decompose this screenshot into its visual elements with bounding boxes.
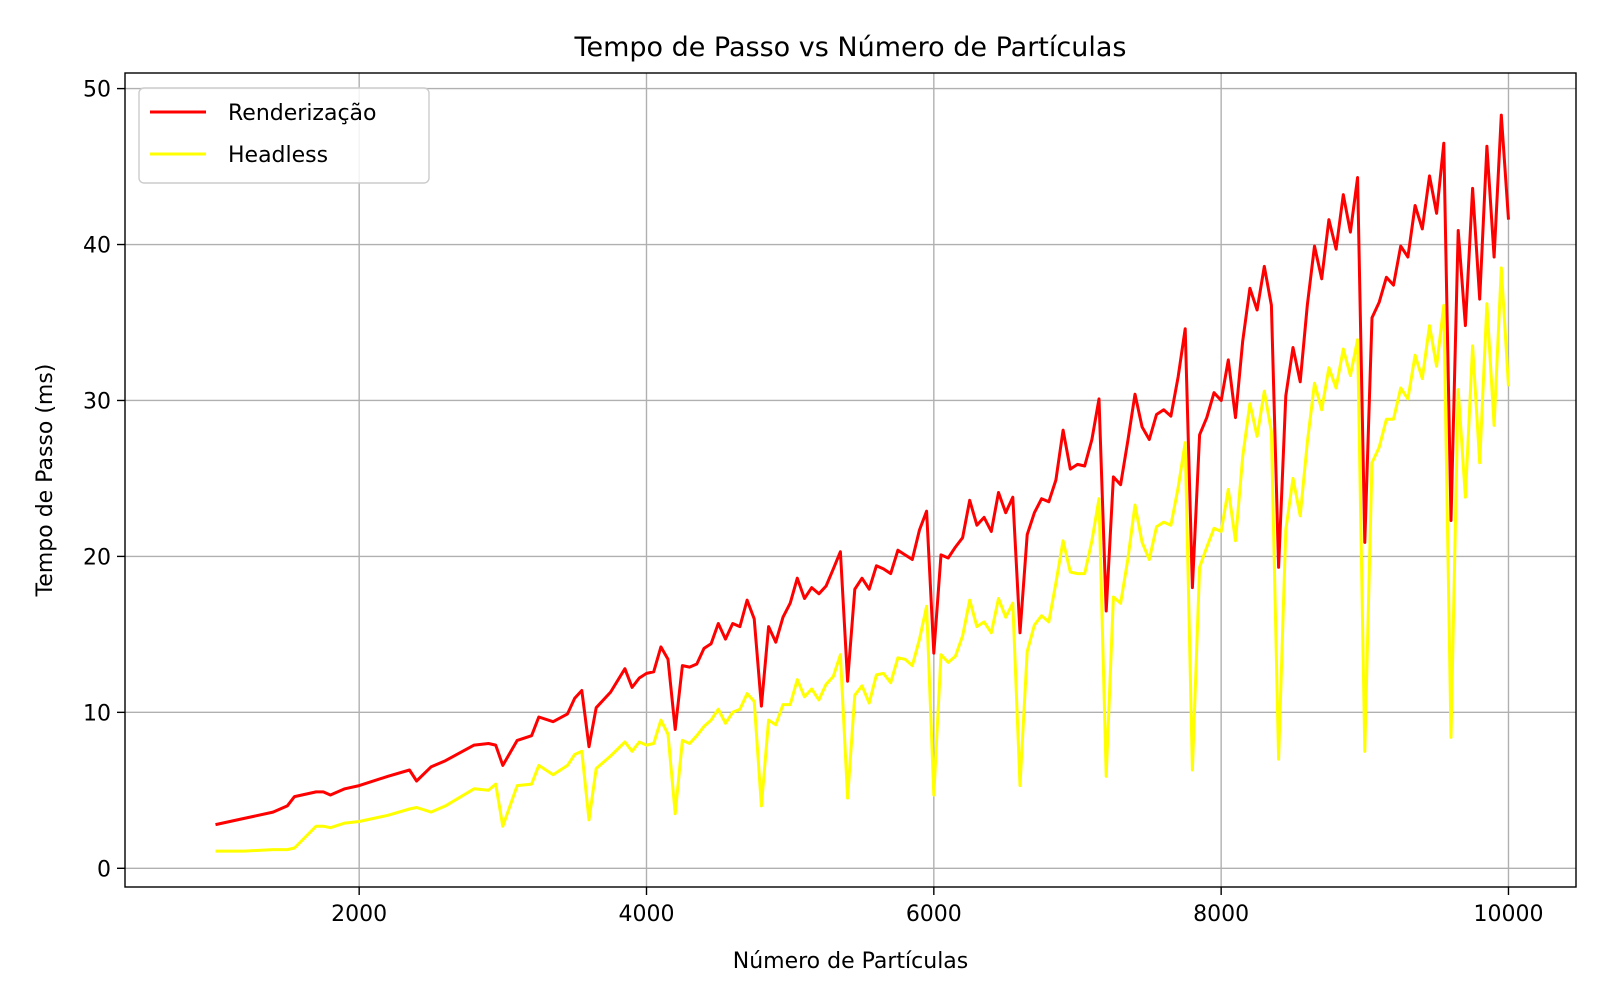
- y-axis-label: Tempo de Passo (ms): [33, 364, 58, 598]
- x-tick-label: 8000: [1193, 902, 1249, 927]
- legend-label: Renderização: [228, 101, 377, 126]
- y-tick-label: 30: [83, 389, 111, 414]
- series-line-headless: [215, 266, 1510, 853]
- series-lines: [215, 113, 1510, 853]
- x-tick-label: 4000: [618, 902, 674, 927]
- y-tick-label: 50: [83, 78, 111, 103]
- y-tick-label: 10: [83, 701, 111, 726]
- chart-title: Tempo de Passo vs Número de Partículas: [574, 32, 1127, 63]
- x-tick-label: 6000: [906, 902, 962, 927]
- x-tick-label: 2000: [331, 902, 387, 927]
- series-line-renderizacao: [215, 113, 1510, 827]
- legend-label: Headless: [228, 143, 328, 168]
- x-tick-label: 10000: [1473, 902, 1543, 927]
- axis-ticks: 2000 4000 6000 8000 10000 0 10 20 30 40 50: [83, 78, 1543, 927]
- y-tick-label: 20: [83, 545, 111, 570]
- y-tick-label: 0: [97, 857, 111, 882]
- y-tick-label: 40: [83, 234, 111, 259]
- x-axis-label: Número de Partículas: [733, 949, 969, 974]
- legend-box: [138, 87, 430, 184]
- legend: Renderização Headless: [138, 87, 430, 184]
- plot-frame: [124, 72, 1577, 888]
